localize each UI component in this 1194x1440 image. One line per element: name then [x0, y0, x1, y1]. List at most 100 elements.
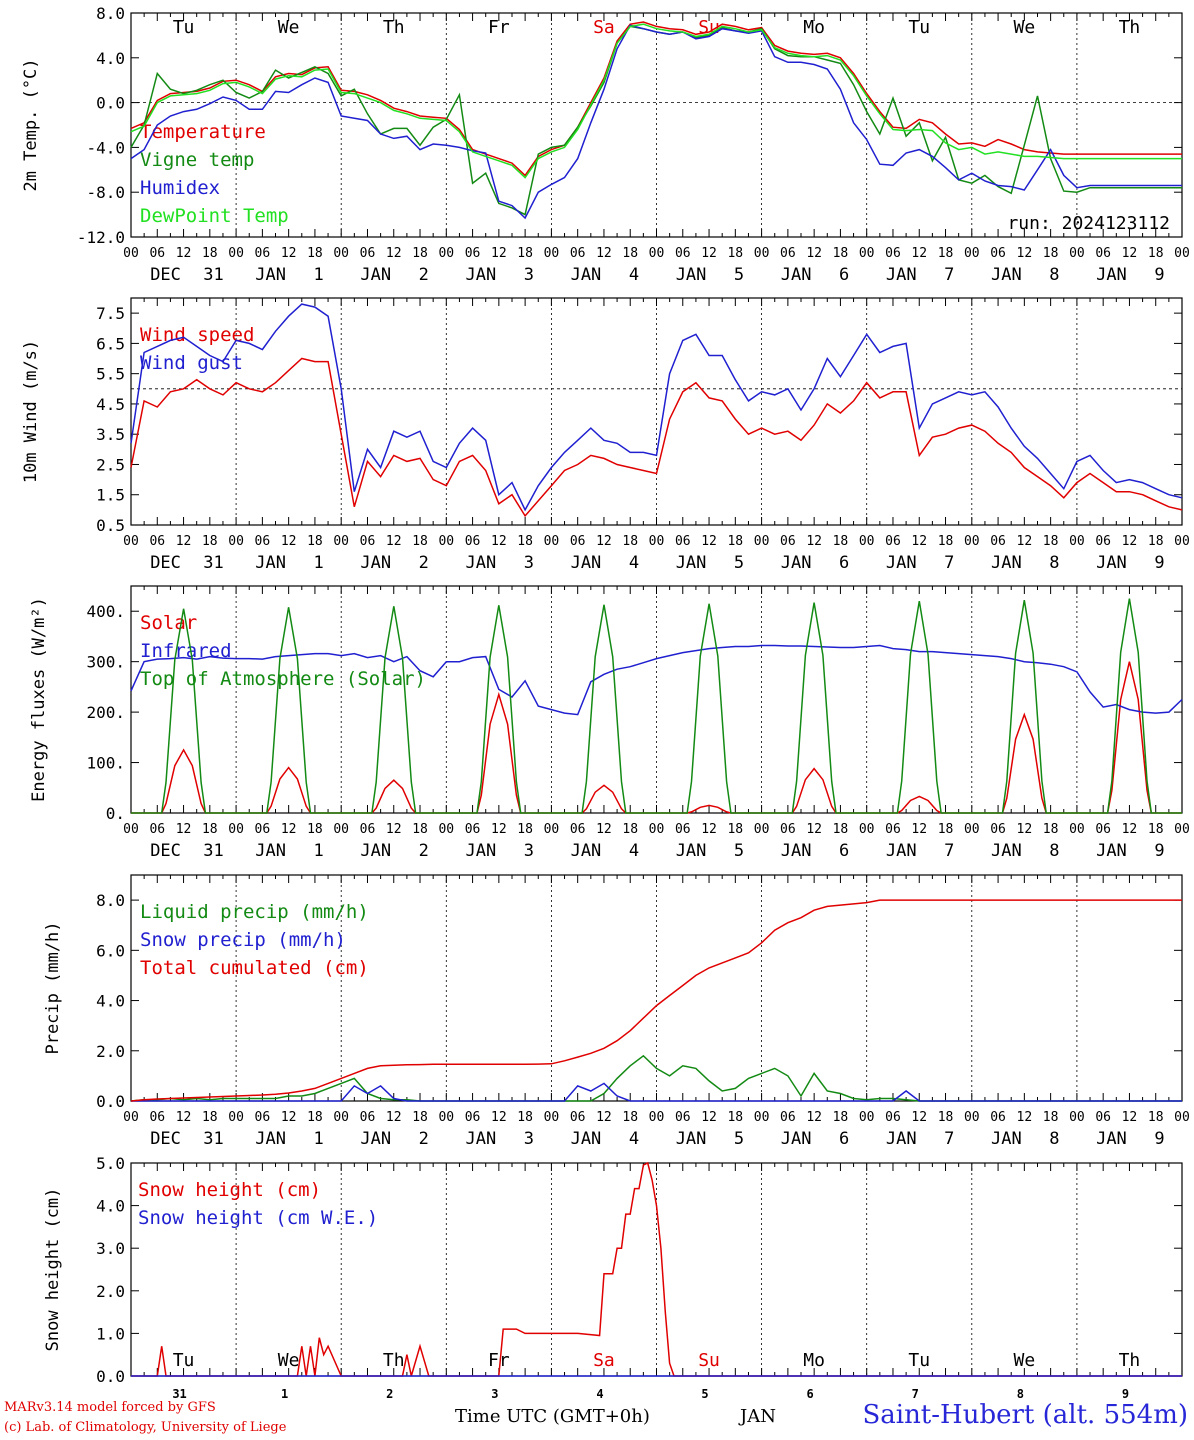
hour-tick-label: 18 [938, 1110, 954, 1125]
hour-tick-label: 12 [1122, 1110, 1138, 1125]
hour-tick-label: 00 [859, 534, 875, 549]
hour-tick-label: 00 [1069, 822, 1085, 837]
hour-tick-label: 06 [465, 822, 481, 837]
hour-tick-label: 00 [1174, 1110, 1190, 1125]
panel-frame [130, 297, 1183, 526]
day-number-label: 5 [734, 265, 744, 285]
day-month-label: JAN [991, 841, 1022, 861]
hour-tick-label: 12 [1017, 822, 1033, 837]
hour-tick-label: 12 [806, 822, 822, 837]
y-tick-label: 3.5 [96, 425, 125, 444]
y-axis-label: 10m Wind (m/s) [21, 340, 41, 483]
y-tick-label: 4.0 [96, 1197, 125, 1216]
hour-tick-label: 00 [1174, 246, 1190, 261]
hour-tick-label: 06 [990, 246, 1006, 261]
hour-tick-label: 00 [649, 246, 665, 261]
hour-tick-label: 00 [333, 1110, 349, 1125]
hour-tick-label: 18 [202, 822, 218, 837]
day-number-label: 2 [419, 1129, 429, 1149]
day-month-label: JAN [676, 265, 707, 285]
day-month-label: JAN [255, 1129, 286, 1149]
y-axis-label: Snow height (cm) [43, 1188, 63, 1352]
day-number-label: 3 [524, 553, 534, 573]
legend-entry: Wind speed [140, 324, 254, 346]
y-tick-label: 6.0 [96, 941, 125, 960]
hour-tick-label: 06 [465, 534, 481, 549]
day-number-label: 3 [491, 1387, 498, 1401]
series-line [130, 24, 1182, 220]
day-month-label: JAN [255, 553, 286, 573]
day-number-label: 1 [314, 1129, 324, 1149]
day-number-label: 7 [944, 1129, 954, 1149]
day-number-label: 5 [734, 1129, 744, 1149]
day-number-label: 6 [807, 1387, 814, 1401]
hour-tick-label: 00 [1069, 1110, 1085, 1125]
day-month-label: JAN [465, 841, 496, 861]
hour-tick-label: 06 [360, 822, 376, 837]
day-month-label: JAN [360, 841, 391, 861]
y-tick-label: 300. [86, 653, 125, 672]
day-number-label: 31 [172, 1387, 186, 1401]
weekday-label: We [278, 17, 300, 38]
day-month-label: JAN [886, 841, 917, 861]
y-tick-label: 7.5 [96, 304, 125, 323]
weekday-label: Sa [593, 17, 615, 38]
y-axis-label: 2m Temp. (°C) [21, 58, 41, 191]
day-month-label: JAN [991, 1129, 1022, 1149]
y-tick-label: 0.0 [96, 1367, 125, 1386]
day-number-label: 31 [203, 1129, 223, 1149]
hour-tick-label: 06 [255, 822, 271, 837]
hour-tick-label: 12 [911, 1110, 927, 1125]
day-month-label: JAN [360, 1129, 391, 1149]
hour-tick-label: 12 [491, 1110, 507, 1125]
day-number-label: 1 [314, 265, 324, 285]
day-month-label: JAN [676, 1129, 707, 1149]
hour-tick-label: 00 [649, 822, 665, 837]
hour-tick-label: 06 [675, 822, 691, 837]
hour-tick-label: 12 [911, 246, 927, 261]
hour-tick-label: 00 [859, 1110, 875, 1125]
weekday-label: Fr [488, 17, 510, 38]
hour-tick-label: 06 [149, 534, 165, 549]
day-number-label: 2 [419, 553, 429, 573]
hour-tick-label: 12 [701, 822, 717, 837]
weekday-label: We [278, 1350, 300, 1371]
hour-tick-label: 18 [202, 534, 218, 549]
y-tick-label: -12.0 [77, 228, 125, 247]
weekday-label: Su [698, 1350, 720, 1371]
y-tick-label: 3.0 [96, 1239, 125, 1258]
hour-tick-label: 12 [701, 534, 717, 549]
hour-tick-label: 18 [727, 822, 743, 837]
day-number-label: 7 [944, 841, 954, 861]
hour-tick-label: 00 [859, 822, 875, 837]
hour-tick-label: 00 [544, 534, 560, 549]
hour-tick-label: 00 [544, 246, 560, 261]
hour-tick-label: 18 [517, 1110, 533, 1125]
hour-tick-label: 12 [281, 246, 297, 261]
lab-credit: (c) Lab. of Climatology, University of L… [4, 1420, 287, 1435]
hour-tick-label: 12 [491, 246, 507, 261]
legend-entry: Humidex [140, 177, 220, 199]
hour-tick-label: 18 [833, 1110, 849, 1125]
day-number-label: 31 [203, 553, 223, 573]
day-number-label: 3 [524, 841, 534, 861]
station-name: Saint-Hubert (alt. 554m) [862, 1400, 1188, 1430]
hour-tick-label: 18 [938, 822, 954, 837]
hour-tick-label: 18 [307, 246, 323, 261]
hour-tick-label: 12 [386, 534, 402, 549]
hour-tick-label: 06 [255, 534, 271, 549]
hour-tick-label: 18 [622, 1110, 638, 1125]
day-number-label: 9 [1154, 841, 1164, 861]
hour-tick-label: 18 [517, 822, 533, 837]
weekday-label: Tu [173, 17, 195, 38]
day-number-label: 9 [1122, 1387, 1129, 1401]
day-month-label: JAN [676, 841, 707, 861]
hour-tick-label: 00 [544, 1110, 560, 1125]
hour-tick-label: 06 [885, 246, 901, 261]
legend-entry: Snow precip (mm/h) [140, 929, 346, 951]
day-month-label: JAN [571, 1129, 602, 1149]
y-tick-label: 5.0 [96, 1154, 125, 1173]
hour-tick-label: 12 [596, 822, 612, 837]
day-number-label: 4 [629, 1129, 639, 1149]
day-number-label: 6 [839, 265, 849, 285]
